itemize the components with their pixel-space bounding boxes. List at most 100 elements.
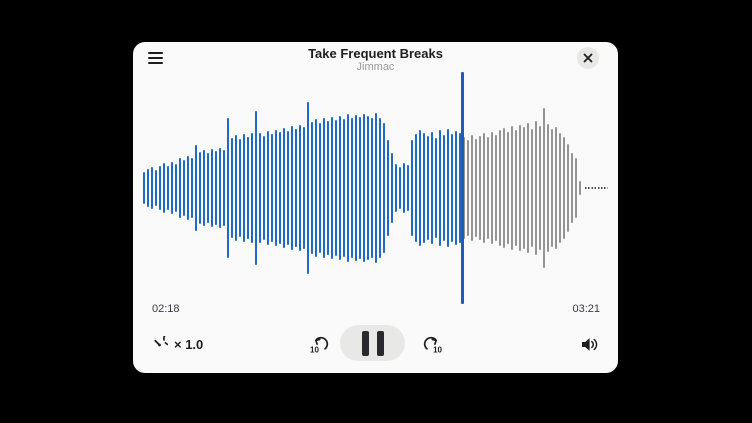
waveform-bar-remaining	[543, 108, 545, 268]
skip-back-10-button[interactable]: 10	[307, 333, 333, 355]
waveform-bar-played	[267, 131, 269, 245]
skip-back-10-icon: 10	[310, 336, 329, 355]
waveform-bar-remaining	[563, 137, 565, 239]
waveform-bar-remaining	[559, 133, 561, 243]
waveform-bar-played	[167, 166, 169, 210]
audio-player-window: Take Frequent Breaks Jimmac 02:18 03:21 …	[133, 42, 618, 373]
waveform-bar-played	[347, 114, 349, 262]
waveform-bar-played	[147, 169, 149, 207]
waveform-bar-remaining	[539, 126, 541, 250]
waveform-bar-remaining	[523, 127, 525, 249]
waveform-bar-remaining	[555, 127, 557, 249]
waveform-bar-played	[175, 164, 177, 212]
waveform-bar-played	[399, 167, 401, 209]
waveform-bar-played	[319, 123, 321, 253]
waveform-bar-played	[239, 139, 241, 237]
waveform-bar-played	[159, 166, 161, 210]
waveform-bar-played	[355, 115, 357, 261]
waveform-bar-played	[315, 119, 317, 257]
waveform-bar-played	[351, 118, 353, 258]
waveform-bar-played	[459, 133, 461, 243]
waveform-bar-played	[371, 118, 373, 258]
waveform-bar-remaining	[551, 129, 553, 247]
waveform-bar-played	[275, 130, 277, 246]
waveform-bar-played	[191, 158, 193, 218]
waveform-bar-played	[291, 126, 293, 250]
main-menu-button[interactable]	[142, 46, 168, 70]
waveform-bar-played	[299, 125, 301, 251]
waveform-bar-played	[155, 170, 157, 206]
pause-icon	[361, 330, 369, 356]
playback-speed-button[interactable]: × 1.0	[151, 334, 203, 354]
track-artist: Jimmac	[356, 61, 395, 73]
waveform-bar-remaining	[535, 121, 537, 255]
waveform-bar-played	[383, 123, 385, 253]
waveform-bar-played	[163, 163, 165, 213]
waveform-bar-remaining	[507, 132, 509, 244]
svg-text:10: 10	[310, 346, 319, 355]
waveform-bar-played	[339, 116, 341, 260]
waveform-bar-played	[247, 137, 249, 239]
waveform-bar-remaining	[579, 181, 581, 195]
playhead-cursor[interactable]	[461, 72, 464, 304]
waveform-bar-remaining	[527, 123, 529, 253]
waveform-bar-played	[283, 128, 285, 248]
waveform-bar-played	[295, 129, 297, 247]
waveform-bar-played	[387, 140, 389, 236]
waveform-bar-played	[435, 138, 437, 238]
waveform-bar-played	[343, 119, 345, 257]
waveform-bar-played	[231, 138, 233, 238]
waveform-bar-played	[215, 151, 217, 225]
elapsed-time: 02:18	[152, 303, 180, 315]
skip-forward-10-button[interactable]: 10	[419, 333, 445, 355]
track-title: Take Frequent Breaks	[308, 46, 443, 61]
waveform-bar-played	[331, 117, 333, 259]
waveform-bar-played	[203, 150, 205, 226]
waveform-bar-remaining	[571, 153, 573, 223]
speed-label: × 1.0	[174, 336, 204, 352]
waveform-bar-played	[311, 122, 313, 254]
waveform-bar-played	[439, 130, 441, 246]
volume-button[interactable]	[579, 336, 601, 352]
waveform-bar-played	[363, 114, 365, 262]
waveform-bar-played	[411, 140, 413, 236]
skip-forward-10-icon: 10	[423, 336, 443, 354]
waveform-bar-played	[327, 121, 329, 255]
waveform-bar-played	[223, 150, 225, 226]
waveform-bar-remaining	[547, 124, 549, 252]
waveform-bar-remaining	[511, 126, 513, 250]
waveform-bar-played	[303, 127, 305, 249]
waveform-bar-played	[243, 134, 245, 242]
waveform-bar-played	[335, 120, 337, 256]
waveform-bar-played	[431, 132, 433, 244]
waveform-bar-remaining	[491, 132, 493, 244]
waveform-bar-remaining	[575, 158, 577, 218]
waveform-bar-played	[179, 158, 181, 218]
waveform-bar-played	[251, 133, 253, 243]
waveform-seek-area[interactable]	[143, 72, 585, 304]
waveform-bar-played	[307, 102, 309, 274]
pause-button[interactable]	[340, 325, 405, 361]
waveform-bar-played	[375, 113, 377, 263]
waveform-bar-played	[419, 130, 421, 246]
close-button[interactable]	[577, 47, 599, 69]
waveform-bar-remaining	[531, 129, 533, 247]
waveform-bar-played	[255, 111, 257, 265]
waveform-bar-played	[143, 172, 145, 204]
waveform-bar-played	[199, 152, 201, 224]
waveform-bar-played	[367, 116, 369, 260]
waveform-bar-remaining	[475, 139, 477, 237]
waveform-bar-played	[379, 118, 381, 258]
waveform-bar-played	[443, 135, 445, 241]
waveform-bar-played	[415, 134, 417, 242]
waveform-bar-played	[171, 162, 173, 214]
waveform-bar-played	[403, 163, 405, 213]
close-icon	[583, 53, 593, 63]
waveform-bar-played	[391, 153, 393, 223]
waveform-bar-remaining	[487, 137, 489, 239]
waveform-bar-remaining	[463, 137, 465, 239]
waveform-bar-remaining	[495, 135, 497, 241]
waveform-bar-remaining	[467, 140, 469, 236]
waveform-bar-played	[447, 129, 449, 247]
